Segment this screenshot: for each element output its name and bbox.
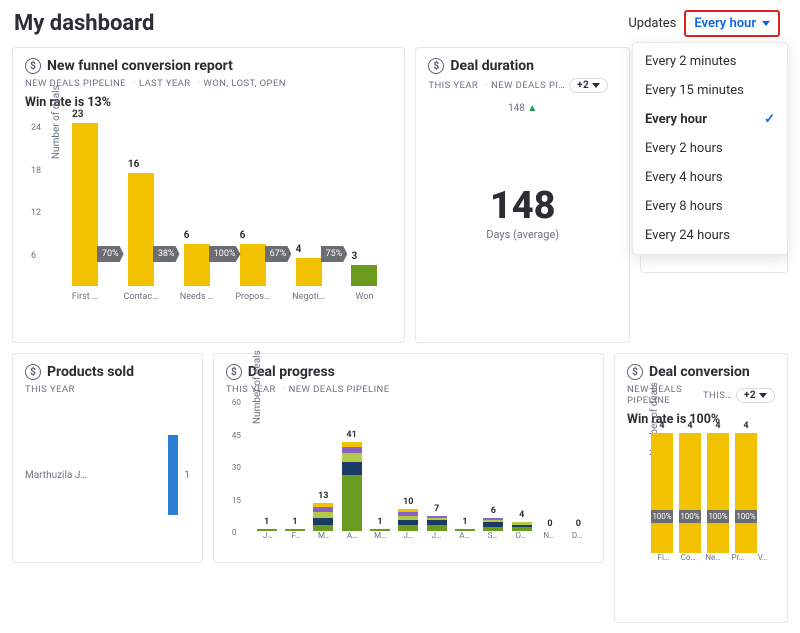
- conversion-title: Deal conversion: [649, 364, 750, 380]
- progress-bar: 6: [481, 518, 506, 531]
- funnel-bar: 475%: [281, 258, 337, 286]
- duration-trend: 148 ▲: [428, 103, 617, 114]
- duration-card: $ Deal duration THIS YEARNEW DEALS PI… +2…: [415, 47, 630, 343]
- currency-icon: $: [627, 364, 643, 380]
- currency-icon: $: [25, 58, 41, 74]
- progress-bar: 1: [452, 529, 477, 531]
- filter-badge[interactable]: +2: [736, 388, 775, 403]
- progress-meta: THIS YEARNEW DEALS PIPELINE: [226, 384, 591, 395]
- funnel-subtitle: Win rate is 13%: [25, 95, 392, 110]
- updates-option[interactable]: Every hour✓: [633, 105, 787, 134]
- updates-value: Every hour: [694, 16, 756, 31]
- duration-value: 148: [428, 184, 617, 228]
- products-meta: THIS YEAR: [25, 384, 190, 395]
- progress-chart: Number of deals 604530150111341110716400…: [254, 401, 591, 551]
- conversion-bar: 4100%: [735, 433, 757, 553]
- funnel-bar: 3: [337, 265, 393, 286]
- progress-bar: 7: [424, 516, 449, 531]
- duration-meta: THIS YEARNEW DEALS PI… +2: [428, 78, 617, 93]
- progress-card: $Deal progress THIS YEARNEW DEALS PIPELI…: [213, 353, 604, 563]
- progress-bar: 41: [339, 442, 364, 531]
- funnel-bar: 1638%: [113, 173, 169, 286]
- check-icon: ✓: [764, 112, 775, 127]
- updates-option[interactable]: Every 24 hours: [633, 221, 787, 250]
- funnel-meta: NEW DEALS PIPELINELAST YEARWON, LOST, OP…: [25, 78, 392, 89]
- funnel-bar: 2370%: [57, 123, 113, 286]
- page-title: My dashboard: [14, 11, 154, 36]
- updates-label: Updates: [628, 16, 676, 31]
- conversion-bar: 4100%: [679, 433, 701, 553]
- progress-bar: 1: [282, 529, 307, 531]
- conversion-card: $Deal conversion NEW DEALS PIPELINETHIS……: [614, 353, 788, 623]
- currency-icon: $: [428, 58, 444, 74]
- products-title: Products sold: [47, 364, 134, 380]
- updates-option[interactable]: Every 15 minutes: [633, 76, 787, 105]
- duration-title: Deal duration: [450, 58, 534, 74]
- products-bar-row: Marthuzila J… 1: [25, 435, 190, 515]
- updates-dropdown-button[interactable]: Every hour: [684, 10, 780, 37]
- progress-bar: 13: [311, 503, 336, 531]
- currency-icon: $: [25, 364, 41, 380]
- updates-option[interactable]: Every 4 hours: [633, 163, 787, 192]
- funnel-title: New funnel conversion report: [47, 58, 233, 74]
- currency-icon: $: [226, 364, 242, 380]
- chevron-down-icon: [762, 21, 770, 26]
- progress-bar: 4: [509, 522, 534, 531]
- funnel-card: $ New funnel conversion report NEW DEALS …: [12, 47, 405, 343]
- progress-bar: 1: [254, 529, 279, 531]
- filter-badge[interactable]: +2: [569, 78, 608, 93]
- conversion-chart: Number of deals 4100%4100%4100%4100%Fi…C…: [651, 433, 775, 573]
- conversion-bar: 4100%: [707, 433, 729, 553]
- updates-option[interactable]: Every 8 hours: [633, 192, 787, 221]
- progress-ylabel: Number of deals: [252, 350, 263, 424]
- duration-sub: Days (average): [428, 228, 617, 241]
- funnel-chart: Number of deals 24181262370%1638%6100%66…: [53, 116, 392, 316]
- updates-dropdown-menu[interactable]: Every 2 minutesEvery 15 minutesEvery hou…: [632, 42, 788, 255]
- conversion-bar: 4100%: [651, 433, 673, 553]
- progress-bar: 1: [367, 529, 392, 531]
- updates-option[interactable]: Every 2 minutes: [633, 47, 787, 76]
- products-card: $ Products sold THIS YEAR Marthuzila J… 1: [12, 353, 203, 563]
- progress-bar: 10: [396, 509, 421, 531]
- updates-option[interactable]: Every 2 hours: [633, 134, 787, 163]
